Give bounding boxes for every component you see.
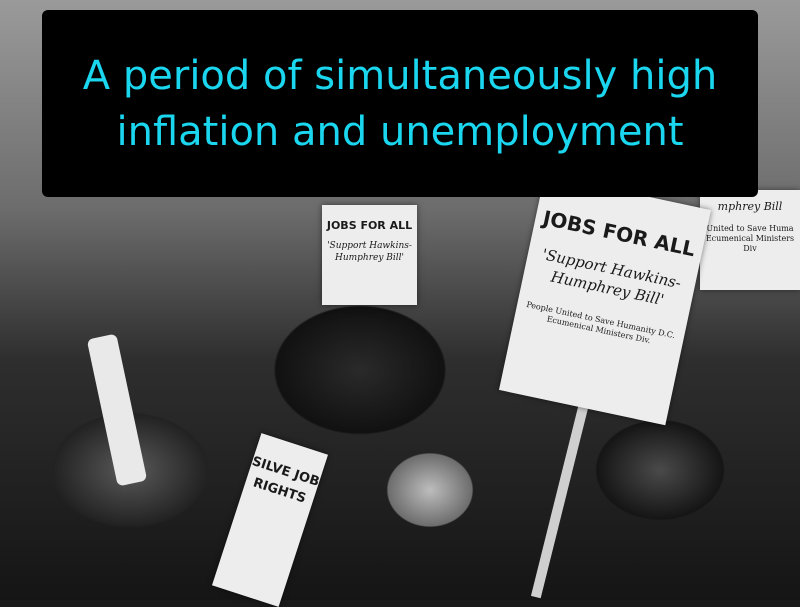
protest-sign-main: JOBS FOR ALL 'Support Hawkins-Humphrey B… <box>498 174 712 426</box>
rolled-paper <box>86 333 148 487</box>
sign-subtext: mphrey Bill <box>717 200 783 213</box>
protest-sign-background: JOBS FOR ALL 'Support Hawkins-Humphrey B… <box>322 205 417 305</box>
sign-footer: United to Save Huma Ecumenical Ministers… <box>705 224 795 253</box>
definition-caption-box: A period of simultaneously high inflatio… <box>42 10 758 197</box>
sign-stick <box>530 401 590 599</box>
sign-heading: JOBS FOR ALL <box>326 219 413 232</box>
protest-sign-left: SILVE JOB RIGHTS <box>211 433 329 607</box>
protest-sign-right: mphrey Bill United to Save Huma Ecumenic… <box>700 190 800 290</box>
sign-heading: SILVE JOB RIGHTS <box>250 454 322 507</box>
sign-subtext: 'Support Hawkins-Humphrey Bill' <box>327 241 412 263</box>
definition-caption: A period of simultaneously high inflatio… <box>82 52 718 155</box>
